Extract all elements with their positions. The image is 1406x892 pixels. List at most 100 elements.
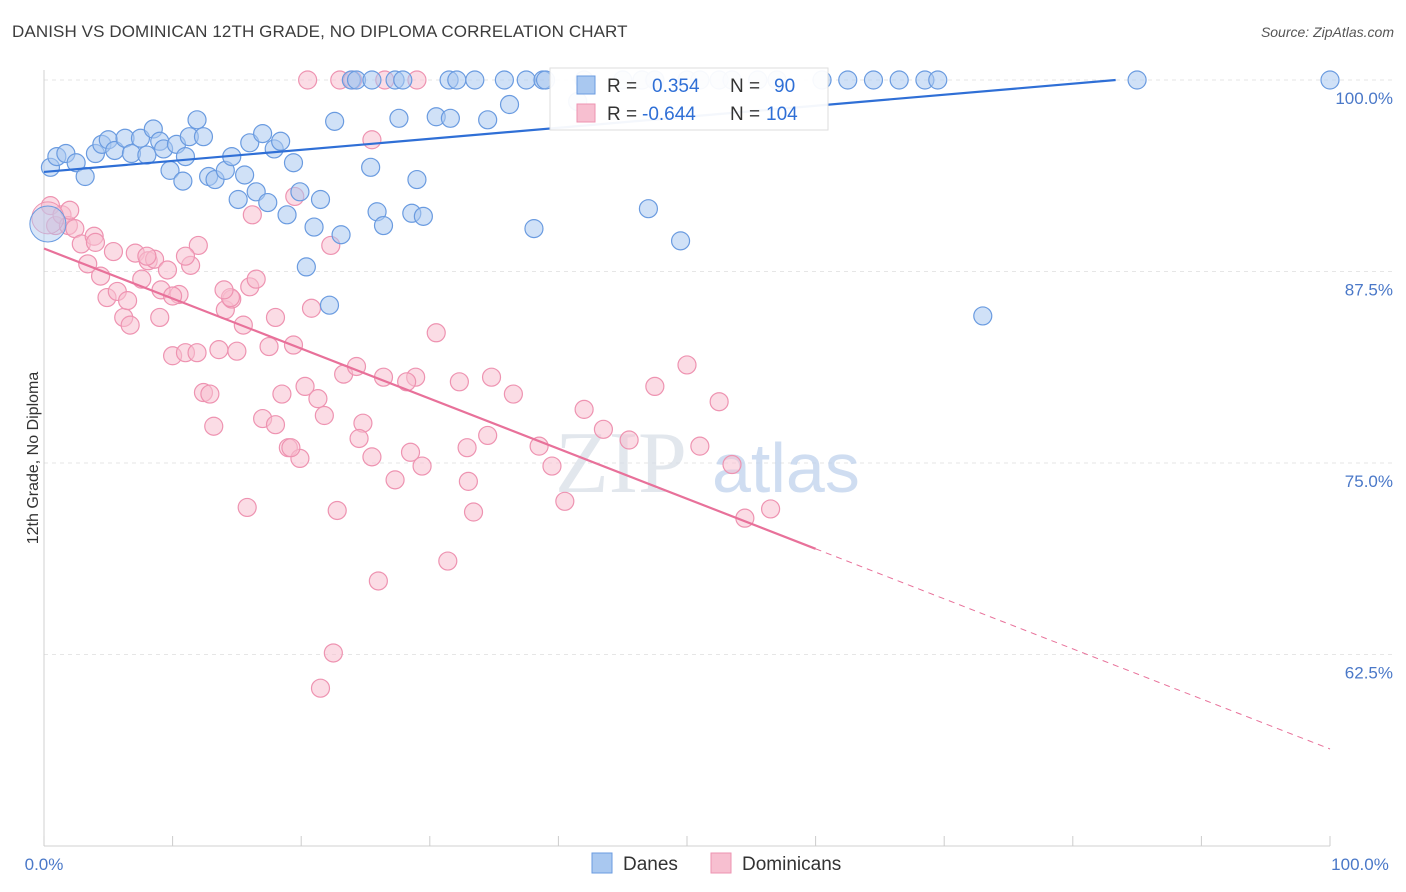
legend-swatch-dominicans [576, 103, 596, 123]
danes-point [413, 206, 433, 226]
danes-point [393, 70, 413, 90]
dominicans-point [204, 416, 224, 436]
legend-r-value-danes: 0.354 [652, 76, 700, 97]
legend-r-label-danes: R = [607, 76, 637, 97]
dominicans-point [574, 399, 594, 419]
danes-point [928, 70, 948, 90]
danes-point [1127, 70, 1147, 90]
legend-r-value-dominicans: -0.644 [642, 104, 696, 125]
dominicans-point [529, 436, 549, 456]
stats-legend: R = 0.354 N = 90 R = -0.644 N = 104 [549, 67, 829, 131]
danes-point [973, 306, 993, 326]
bottom-legend-label-danes: Danes [623, 854, 678, 875]
danes-point [271, 131, 291, 151]
chart-title: DANISH VS DOMINICAN 12TH GRADE, NO DIPLO… [12, 22, 628, 41]
danes-point [175, 147, 196, 167]
dominicans-point [85, 232, 106, 252]
danes-point [516, 70, 536, 90]
danes-point [331, 225, 351, 245]
danes-point [863, 70, 884, 90]
dominicans-point [449, 372, 469, 392]
dominicans-regression-extension [815, 548, 1331, 750]
stats-legend-box [549, 67, 829, 131]
danes-point [290, 182, 310, 202]
legend-r-label-dominicans: R = [607, 104, 637, 125]
dominicans-point [214, 280, 234, 300]
dominicans-point [327, 500, 347, 521]
danes-point [499, 94, 520, 115]
danes-point [137, 145, 157, 165]
danes-point [258, 192, 278, 213]
danes-point [362, 70, 382, 90]
dominicans-point [542, 456, 562, 476]
danes-point [889, 70, 909, 90]
dominicans-point [259, 336, 279, 357]
dominicans-point [690, 436, 710, 456]
danes-point [1320, 70, 1340, 90]
dominicans-point [438, 551, 458, 571]
danes-point [296, 257, 316, 277]
danes-point [228, 189, 248, 210]
dominicans-point [295, 376, 315, 396]
danes-point [361, 157, 381, 177]
dominicans-point [310, 678, 331, 698]
dominicans-point [60, 200, 80, 220]
dominicans-point [362, 447, 382, 467]
bottom-legend-swatch-dominicans [710, 852, 732, 874]
dominicans-point [157, 260, 178, 280]
dominicans-point [458, 471, 478, 491]
danes-point [283, 153, 304, 173]
dominicans-point [323, 643, 343, 663]
dominicans-point [298, 70, 318, 90]
dominicans-point [308, 389, 328, 409]
danes-point [638, 199, 659, 219]
dominicans-point [362, 130, 382, 150]
x-tick-label-max: 100.0% [1331, 855, 1389, 874]
danes-point [524, 219, 544, 239]
x-ticks [43, 836, 1331, 846]
dominicans-point [281, 438, 301, 458]
danes-point [319, 295, 340, 315]
dominicans-point [314, 405, 334, 426]
y-tick-label: 100.0% [1335, 89, 1393, 108]
danes-point [29, 205, 67, 243]
dominicans-point [265, 307, 286, 328]
dominicans-point [400, 442, 421, 462]
danes-point [193, 127, 214, 147]
dominicans-point [301, 298, 322, 318]
dominicans-point [555, 491, 575, 511]
dominicans-point [120, 315, 140, 335]
danes-point [173, 171, 193, 191]
axes [43, 70, 1330, 847]
dominicans-point [722, 454, 742, 475]
dominicans-point [349, 428, 369, 449]
dominicans-point [645, 376, 665, 396]
dominicans-point [242, 205, 262, 225]
watermark: ZIP atlas [555, 415, 860, 512]
legend-n-value-danes: 90 [774, 76, 795, 97]
dominicans-point [200, 384, 220, 404]
danes-point [465, 70, 485, 90]
dominicans-point [237, 497, 257, 518]
dominicans-point [593, 419, 614, 439]
dominicans-point [457, 438, 477, 458]
dominicans-point [760, 499, 781, 519]
danes-point [389, 108, 409, 128]
dominicans-points [31, 70, 781, 698]
danes-point [235, 165, 255, 185]
dominicans-point [481, 367, 502, 387]
danes-point [187, 110, 207, 130]
dominicans-point [478, 425, 498, 446]
dominicans-point [175, 246, 196, 266]
dominicans-regression-line [43, 247, 816, 550]
dominicans-point [463, 502, 484, 522]
danes-point [304, 217, 324, 237]
dominicans-point [272, 384, 292, 404]
bottom-legend-swatch-danes [591, 852, 613, 874]
dominicans-point [426, 323, 446, 343]
danes-point [253, 124, 273, 144]
danes-point [310, 189, 331, 210]
danes-point [494, 70, 514, 90]
danes-point [478, 110, 498, 130]
